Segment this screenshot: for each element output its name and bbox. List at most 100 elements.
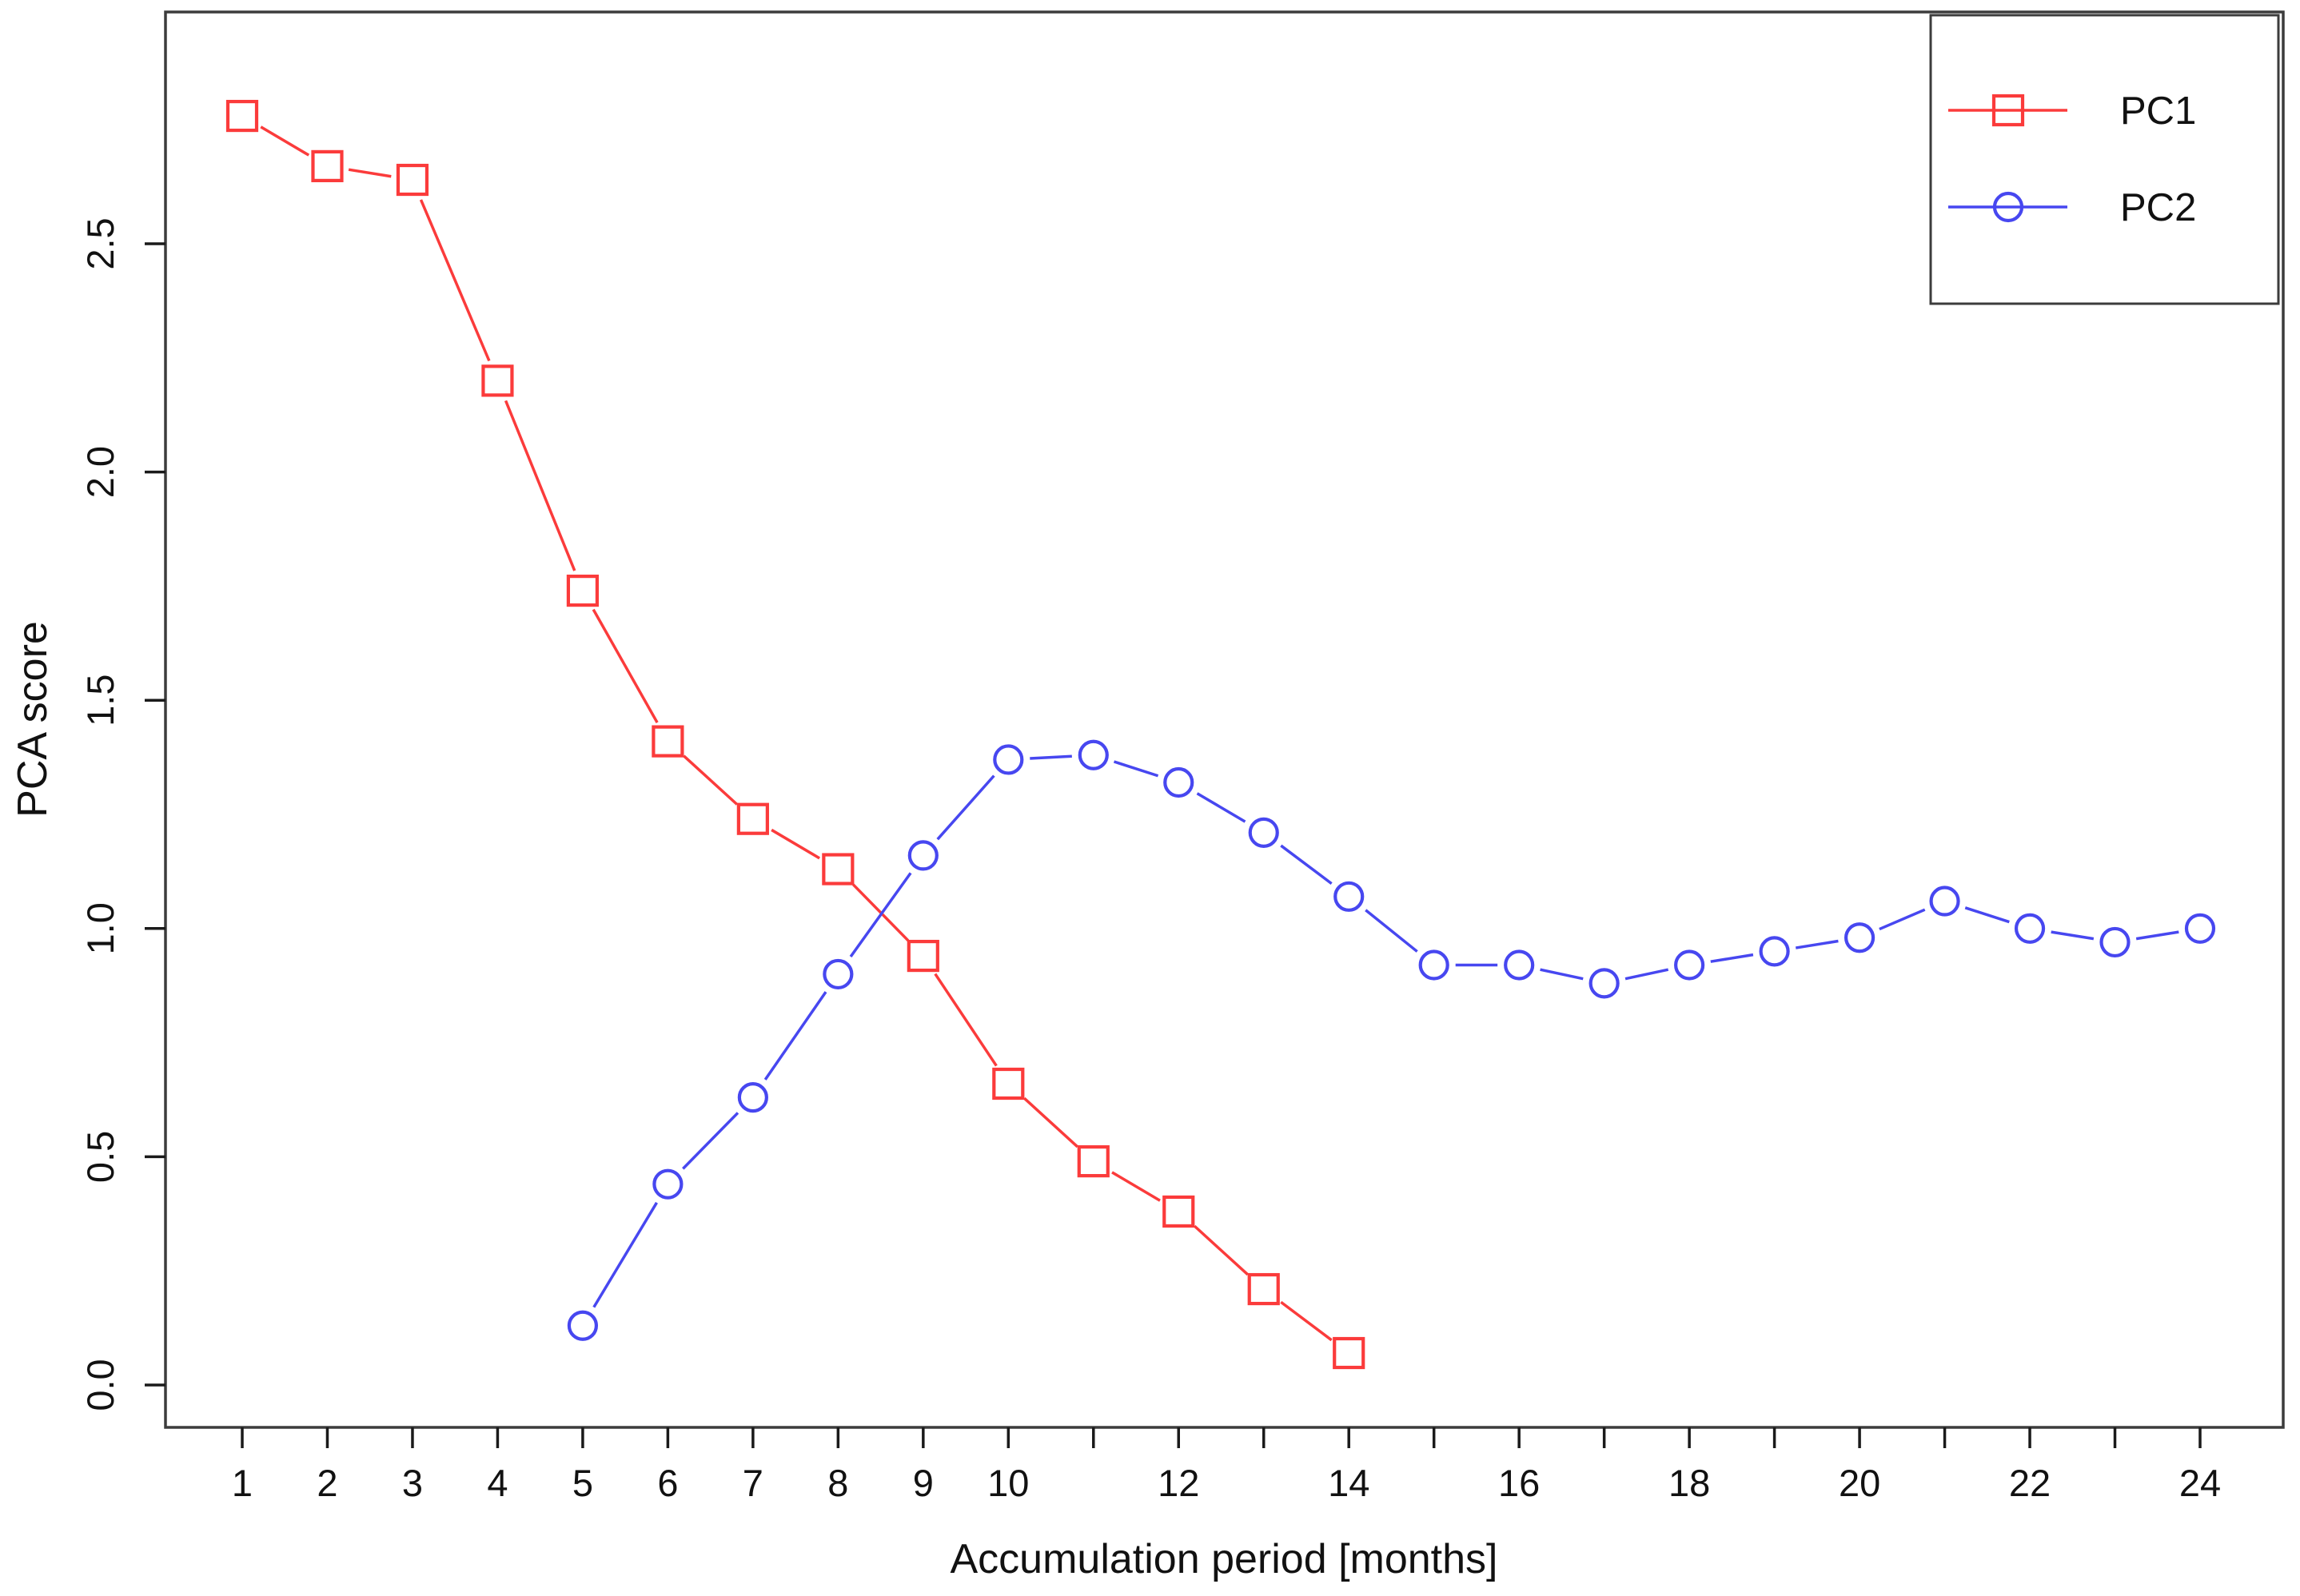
x-axis-title: Accumulation period [months] (950, 1536, 1497, 1582)
pc1-marker (566, 575, 600, 607)
pc1-marker (396, 163, 429, 197)
series-segment (348, 168, 392, 178)
pc1-marker (1247, 1272, 1280, 1306)
legend-label-pc1: PC1 (2120, 90, 2196, 133)
y-tick-label: 1.0 (79, 902, 122, 954)
series-segment (592, 1201, 658, 1308)
pc2-marker (1759, 936, 1790, 967)
y-tick-label: 2.5 (79, 217, 122, 269)
series-segment (849, 872, 912, 957)
pc2-marker (993, 744, 1024, 775)
legend-box (1929, 14, 2280, 305)
x-tick-label: 24 (2179, 1462, 2221, 1504)
series-segment (682, 1112, 739, 1170)
series-pc2 (567, 739, 2216, 1341)
legend: PC1 PC2 (1929, 14, 2280, 305)
series-segment (1795, 939, 1839, 949)
series-segment (1710, 953, 1754, 963)
series-segment (936, 774, 995, 841)
x-tick-label: 4 (487, 1462, 508, 1504)
x-tick-label: 6 (657, 1462, 678, 1504)
series-segment (260, 125, 310, 157)
y-axis-title: PCA score (10, 621, 56, 818)
pc2-marker (2184, 913, 2216, 944)
pc2-marker (1333, 881, 1365, 912)
pc1-marker (1162, 1195, 1195, 1228)
pc2-marker (907, 840, 939, 871)
pc2-marker (1844, 922, 1875, 953)
pc2-marker (2099, 926, 2131, 958)
series-segment (592, 608, 659, 723)
data-series (225, 99, 2216, 1370)
x-tick-label: 9 (913, 1462, 934, 1504)
series-segment (1280, 1300, 1333, 1342)
series-segment (1023, 1097, 1079, 1148)
y-tick-label: 0.5 (79, 1131, 122, 1183)
pc2-marker (1929, 886, 1960, 917)
pc1-marker (225, 99, 259, 133)
series-segment (1964, 906, 2010, 924)
x-tick-label: 3 (402, 1462, 423, 1504)
series-segment (1111, 1171, 1161, 1202)
x-tick-label: 7 (743, 1462, 763, 1504)
pc2-marker (1248, 817, 1279, 848)
pc2-marker (1078, 739, 1109, 770)
pc1-marker (822, 853, 855, 886)
y-axis: 0.0 0.5 1.0 1.5 2.0 2.5 (79, 217, 165, 1411)
series-segment (1280, 844, 1333, 886)
series-segment (1879, 908, 1926, 931)
pc2-marker (1674, 949, 1705, 981)
pc1-marker (992, 1067, 1025, 1100)
x-tick-label: 16 (1498, 1462, 1540, 1504)
x-tick-label: 5 (572, 1462, 593, 1504)
plot-area-frame (164, 10, 2285, 1429)
series-segment (1030, 754, 1072, 760)
y-tick-label: 0.0 (79, 1359, 122, 1411)
y-tick-label: 1.5 (79, 675, 122, 726)
pc2-marker (1504, 949, 1535, 981)
x-tick-label: 22 (2009, 1462, 2051, 1504)
series-segment (504, 400, 576, 571)
x-tick-label: 14 (1328, 1462, 1369, 1504)
pc1-marker (1077, 1145, 1110, 1178)
pc2-marker (737, 1082, 768, 1113)
x-tick-label: 2 (317, 1462, 337, 1504)
legend-label-pc2: PC2 (2120, 186, 2196, 229)
pc1-marker (481, 364, 514, 397)
pc2-marker (1418, 949, 1449, 981)
series-segment (1196, 792, 1246, 823)
series-segment (1194, 1224, 1249, 1276)
pc2-marker (1163, 766, 1194, 798)
x-tick-label: 10 (987, 1462, 1029, 1504)
x-tick-label: 8 (827, 1462, 848, 1504)
pc1-marker (311, 149, 344, 182)
series-pc1 (225, 99, 1365, 1370)
series-segment (771, 828, 820, 860)
series-segment (1540, 968, 1584, 981)
series-segment (683, 754, 739, 806)
pc2-marker (1588, 968, 1620, 999)
pc2-marker (823, 958, 854, 990)
pc1-marker (736, 802, 769, 835)
series-segment (419, 199, 491, 362)
pc1-marker (652, 725, 684, 758)
pc2-marker (2014, 913, 2046, 944)
legend-pc2-marker (1992, 191, 2024, 223)
series-segment (2051, 930, 2095, 941)
series-segment (2135, 930, 2179, 941)
series-segment (1113, 760, 1159, 778)
pc2-marker (567, 1310, 599, 1341)
legend-pc1-marker (1991, 94, 2025, 127)
series-segment (763, 991, 827, 1081)
x-tick-label: 12 (1158, 1462, 1199, 1504)
pc1-marker (1333, 1336, 1365, 1370)
y-tick-label: 2.0 (79, 446, 122, 498)
x-tick-label: 20 (1839, 1462, 1880, 1504)
x-tick-label: 1 (232, 1462, 253, 1504)
x-axis: 1 2 3 4 5 6 7 8 9 10 12 14 16 18 20 22 24 (232, 1427, 2221, 1504)
pc2-marker (652, 1168, 684, 1200)
x-tick-label: 18 (1668, 1462, 1710, 1504)
series-segment (1624, 968, 1669, 981)
